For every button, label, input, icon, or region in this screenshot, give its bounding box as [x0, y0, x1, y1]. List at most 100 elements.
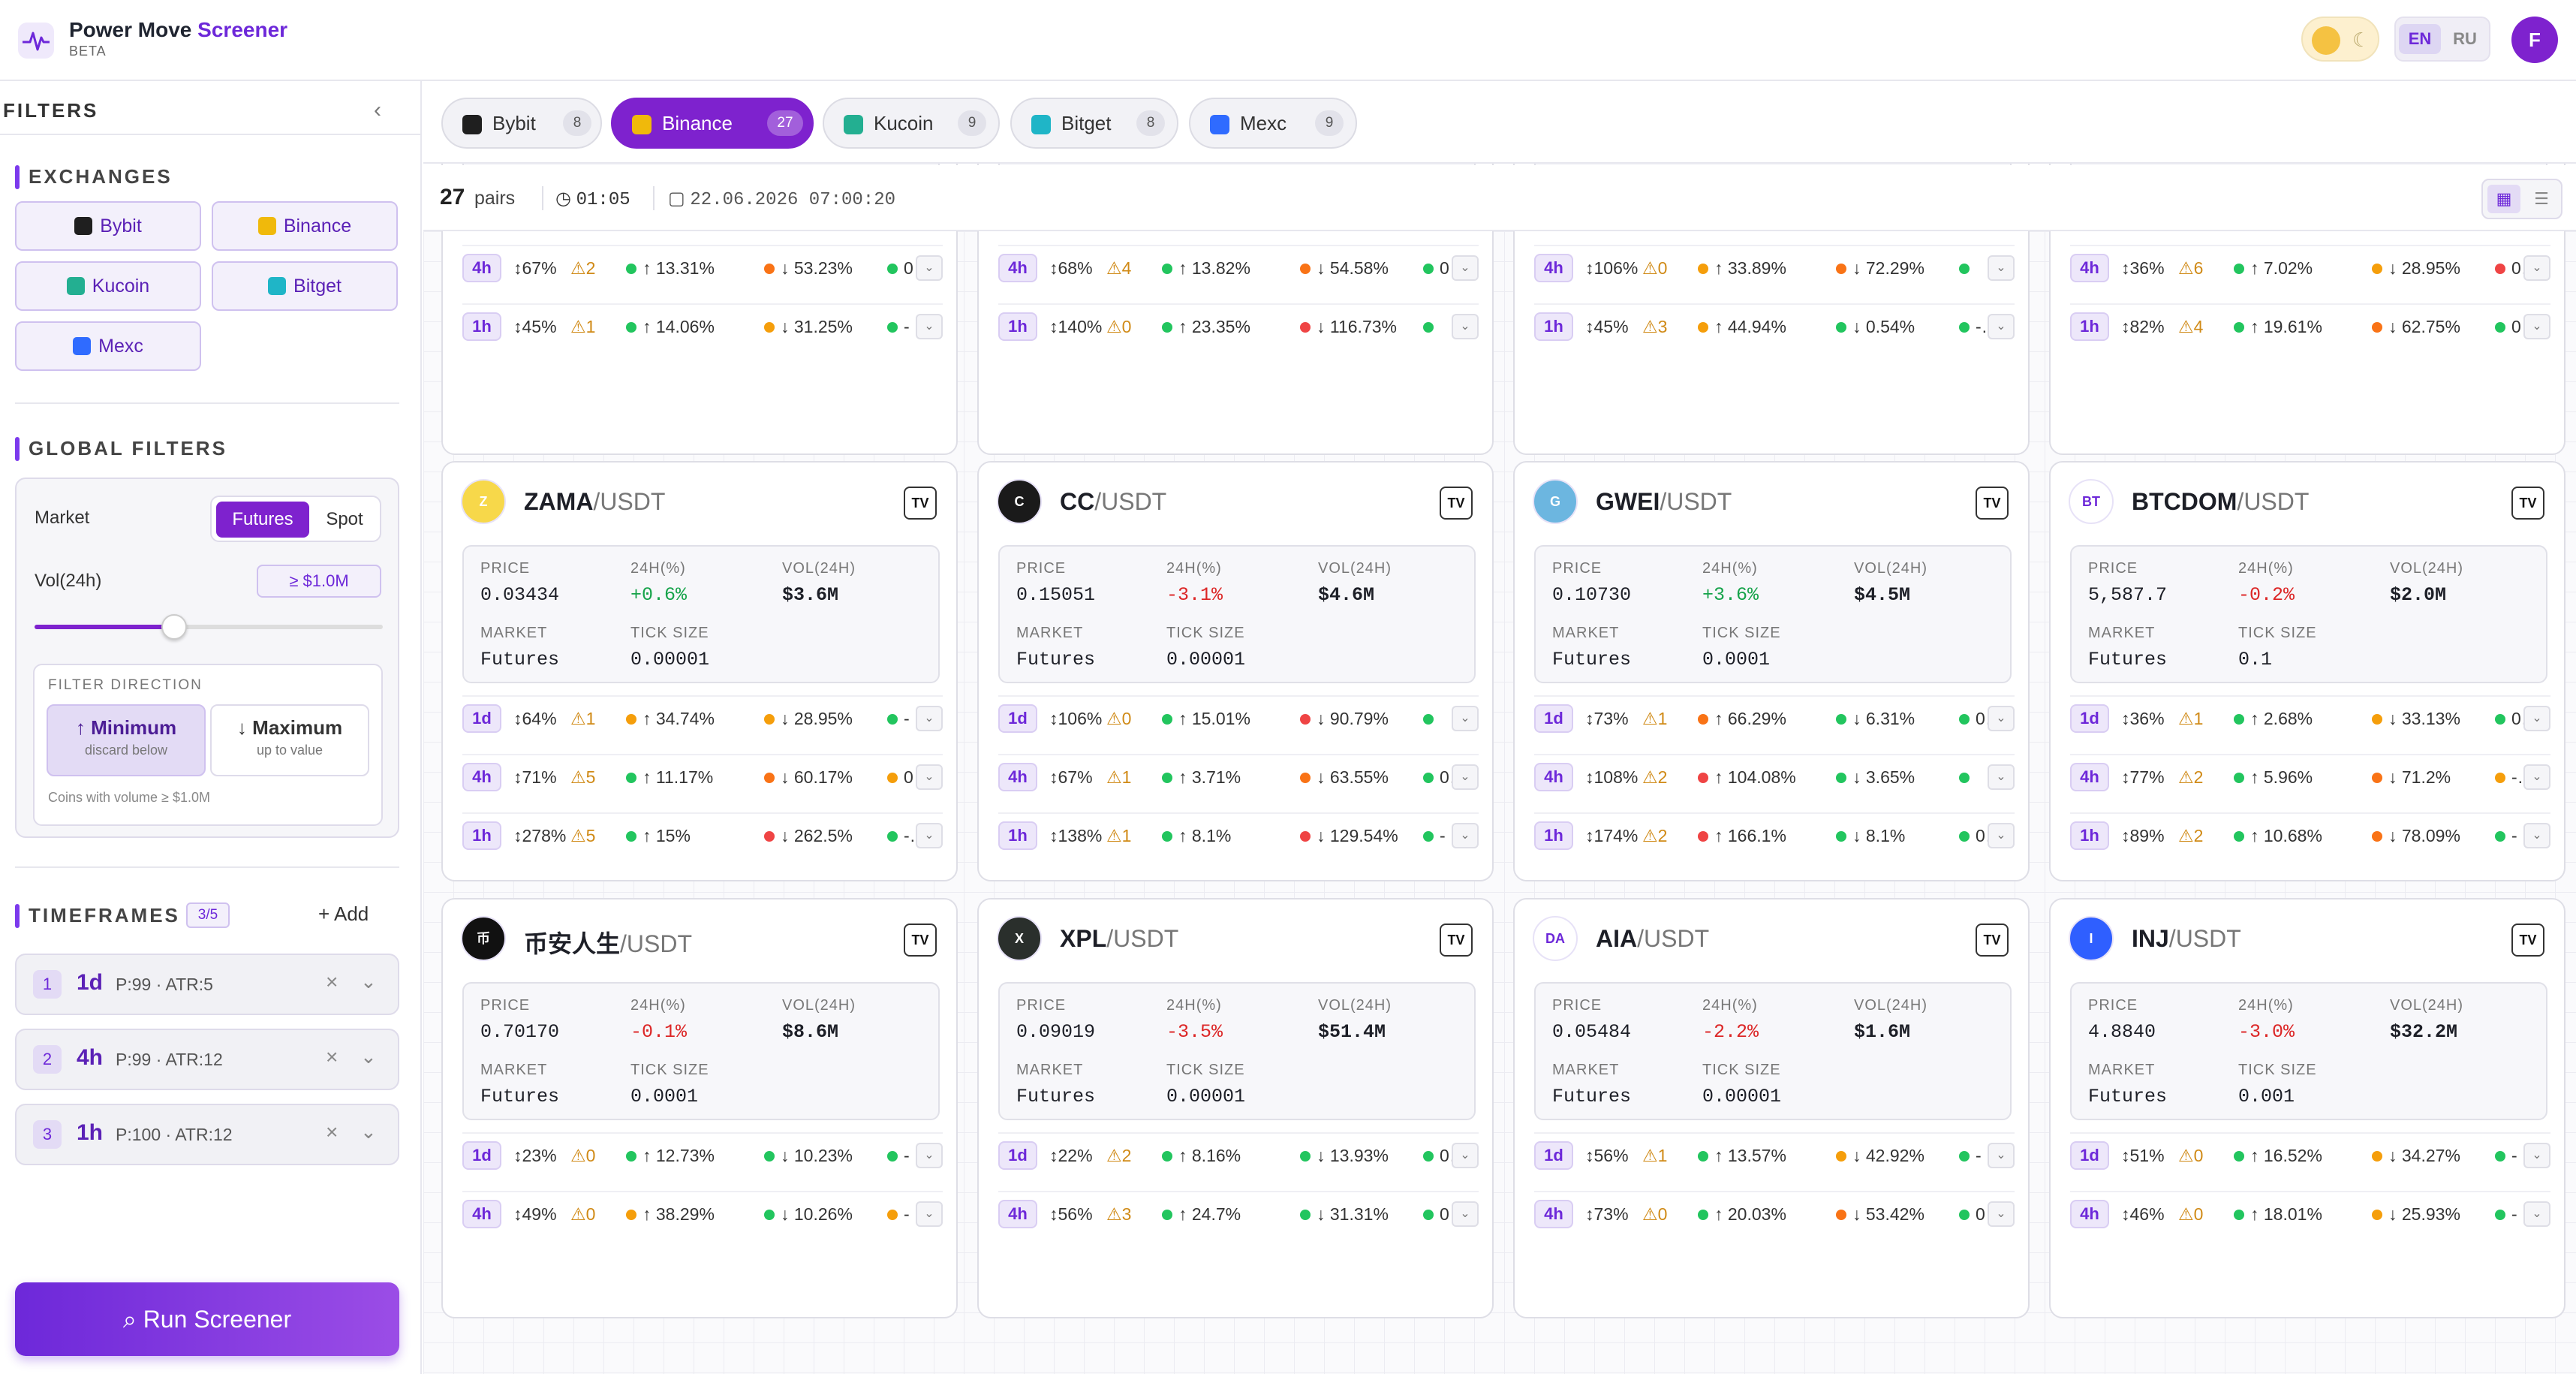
- direction-minimum-button[interactable]: ↑ Minimum discard below: [47, 704, 206, 776]
- theme-toggle[interactable]: ☾: [2301, 17, 2379, 62]
- info-bar: 27 pairs ◷ 01:05 ▢ 22.06.2026 07:00:20 ▦…: [423, 165, 2576, 231]
- tradingview-icon[interactable]: TV: [1440, 487, 1473, 520]
- grid-view-icon[interactable]: ▦: [2487, 185, 2520, 213]
- volume-slider[interactable]: [35, 614, 383, 640]
- run-screener-button[interactable]: ⌕ Run Screener: [15, 1282, 399, 1356]
- tradingview-icon[interactable]: TV: [904, 487, 937, 520]
- tradingview-icon[interactable]: TV: [2511, 924, 2544, 957]
- remove-icon[interactable]: ×: [326, 1045, 339, 1068]
- chevron-down-icon[interactable]: ⌄: [916, 706, 943, 731]
- chevron-down-icon[interactable]: ⌄: [1988, 1201, 2015, 1227]
- chevron-down-icon[interactable]: ⌄: [1988, 1143, 2015, 1168]
- tradingview-icon[interactable]: TV: [2511, 487, 2544, 520]
- chevron-down-icon[interactable]: ⌄: [1988, 823, 2015, 848]
- timeframe-chip: 1d: [2070, 704, 2109, 733]
- chevron-down-icon[interactable]: ⌄: [360, 970, 377, 993]
- chevron-down-icon[interactable]: ⌄: [916, 1201, 943, 1227]
- direction-maximum-button[interactable]: ↓ Maximum up to value: [210, 704, 369, 776]
- timeframe-value: 4h: [77, 1045, 104, 1070]
- chevron-down-icon[interactable]: ⌄: [2523, 314, 2550, 339]
- pair-card[interactable]: I INJ/USDT TV PRICE 24H(%) VOL(24H) 4.8840 -3.0…: [2049, 898, 2565, 1318]
- pair-card[interactable]: Z ZAMA/USDT TV PRICE 24H(%) VOL(24H) 0.03434 +0…: [441, 461, 958, 881]
- chevron-down-icon[interactable]: ⌄: [916, 255, 943, 281]
- volume-slider-handle[interactable]: [161, 614, 187, 640]
- tradingview-icon[interactable]: TV: [1976, 924, 2009, 957]
- pair-card[interactable]: 币币安人生/USDT TV PRICE 24H(%) VOL(24H) 0.70170 -0…: [441, 898, 958, 1318]
- chevron-down-icon[interactable]: ⌄: [1988, 255, 2015, 281]
- pair-card[interactable]: G GWEI/USDT TV PRICE 24H(%) VOL(24H) 0.10730 +3…: [1513, 461, 2030, 881]
- market-spot-button[interactable]: Spot: [326, 509, 363, 529]
- chevron-down-icon[interactable]: ⌄: [2523, 706, 2550, 731]
- volume-value-input[interactable]: ≥ $1.0M: [257, 565, 381, 598]
- remove-icon[interactable]: ×: [326, 1120, 339, 1143]
- chevron-down-icon[interactable]: ⌄: [916, 1143, 943, 1168]
- chevron-down-icon[interactable]: ⌄: [1988, 706, 2015, 731]
- timeframe-row[interactable]: 1 1d P:99 · ATR:5 × ⌄: [15, 954, 399, 1015]
- tick-size-value: 0.00001: [1702, 1086, 1782, 1107]
- tab-bybit[interactable]: Bybit 8: [441, 98, 602, 149]
- lang-en-button[interactable]: EN: [2399, 24, 2441, 54]
- chevron-down-icon[interactable]: ⌄: [1452, 255, 1479, 281]
- tab-binance[interactable]: Binance 27: [611, 98, 814, 149]
- timeframe-row[interactable]: 3 1h P:100 · ATR:12 × ⌄: [15, 1104, 399, 1165]
- chevron-down-icon[interactable]: ⌄: [2523, 823, 2550, 848]
- chevron-down-icon[interactable]: ⌄: [1452, 823, 1479, 848]
- timeframe-metrics-row: 4h↕77%⚠2↑ 5.96%↓ 71.2%-…⌄: [2070, 754, 2550, 796]
- tab-mexc[interactable]: Mexc 9: [1189, 98, 1357, 149]
- chevron-down-icon[interactable]: ⌄: [916, 314, 943, 339]
- chevron-down-icon[interactable]: ⌄: [360, 1045, 377, 1068]
- pair-card[interactable]: BT BTCDOM/USDT TV PRICE 24H(%) VOL(24H) 5,587.…: [2049, 461, 2565, 881]
- tab-kucoin[interactable]: Kucoin 9: [823, 98, 1000, 149]
- tab-bitget[interactable]: Bitget 8: [1010, 98, 1178, 149]
- chevron-down-icon[interactable]: ⌄: [916, 823, 943, 848]
- timeframe-chip: 1d: [462, 1141, 501, 1170]
- chevron-down-icon[interactable]: ⌄: [1988, 314, 2015, 339]
- tradingview-icon[interactable]: TV: [1440, 924, 1473, 957]
- exchange-filter-bitget[interactable]: Bitget: [212, 261, 398, 311]
- chevron-down-icon[interactable]: ⌄: [2523, 1143, 2550, 1168]
- chevron-down-icon[interactable]: ⌄: [1452, 706, 1479, 731]
- chevron-down-icon[interactable]: ⌄: [1452, 1143, 1479, 1168]
- timeframe-metrics-row: 1d ↕23% ⚠0 ↑ 12.73% ↓ 10.23% - ⌄: [462, 1132, 943, 1174]
- pair-card[interactable]: DA AIA/USDT TV PRICE 24H(%) VOL(24H) 0.05484 -2…: [1513, 898, 2030, 1318]
- tradingview-icon[interactable]: TV: [1976, 487, 2009, 520]
- pair-symbol: BTCDOM/USDT: [2132, 488, 2310, 515]
- market-value: Futures: [1016, 1086, 1096, 1107]
- exchange-filter-binance[interactable]: Binance: [212, 201, 398, 251]
- market-value: Futures: [2088, 649, 2168, 670]
- status-dot: [2234, 1210, 2244, 1220]
- timeframe-index: 3: [33, 1120, 62, 1149]
- chevron-down-icon[interactable]: ⌄: [916, 764, 943, 790]
- chevron-down-icon[interactable]: ⌄: [2523, 764, 2550, 790]
- chevron-down-icon[interactable]: ⌄: [1988, 764, 2015, 790]
- atr-value: ↕174%: [1585, 826, 1639, 845]
- chevron-down-icon[interactable]: ⌄: [1452, 1201, 1479, 1227]
- collapse-sidebar-icon[interactable]: ‹: [374, 98, 381, 122]
- user-avatar[interactable]: F: [2511, 17, 2558, 63]
- pair-card[interactable]: X XPL/USDT TV PRICE 24H(%) VOL(24H) 0.09019 -3.…: [977, 898, 1494, 1318]
- exchange-filter-kucoin[interactable]: Kucoin: [15, 261, 201, 311]
- up-move-value: ↑ 19.61%: [2250, 317, 2322, 336]
- chevron-down-icon[interactable]: ⌄: [1452, 764, 1479, 790]
- market-futures-button[interactable]: Futures: [216, 502, 309, 538]
- tick-size-value: 0.1: [2238, 649, 2273, 670]
- exchange-filter-bybit[interactable]: Bybit: [15, 201, 201, 251]
- chevron-down-icon[interactable]: ⌄: [2523, 1201, 2550, 1227]
- chevron-down-icon[interactable]: ⌄: [360, 1120, 377, 1143]
- add-timeframe-button[interactable]: + Add: [318, 902, 369, 925]
- card-header: BT BTCDOM/USDT TV: [2051, 463, 2564, 544]
- exchange-filter-mexc[interactable]: Mexc: [15, 321, 201, 371]
- status-dot: [1423, 322, 1434, 333]
- timeframe-params: P:100 · ATR:12: [116, 1125, 233, 1144]
- pair-card[interactable]: C CC/USDT TV PRICE 24H(%) VOL(24H) 0.15051 -3.1…: [977, 461, 1494, 881]
- status-dot: [2372, 264, 2382, 274]
- up-move-value: ↑ 8.16%: [1178, 1146, 1241, 1165]
- chevron-down-icon[interactable]: ⌄: [1452, 314, 1479, 339]
- remove-icon[interactable]: ×: [326, 970, 339, 993]
- status-dot: [626, 1210, 636, 1220]
- lang-ru-button[interactable]: RU: [2453, 29, 2477, 48]
- tradingview-icon[interactable]: TV: [904, 924, 937, 957]
- timeframe-row[interactable]: 2 4h P:99 · ATR:12 × ⌄: [15, 1029, 399, 1090]
- chevron-down-icon[interactable]: ⌄: [2523, 255, 2550, 281]
- list-view-icon[interactable]: ☰: [2534, 189, 2549, 208]
